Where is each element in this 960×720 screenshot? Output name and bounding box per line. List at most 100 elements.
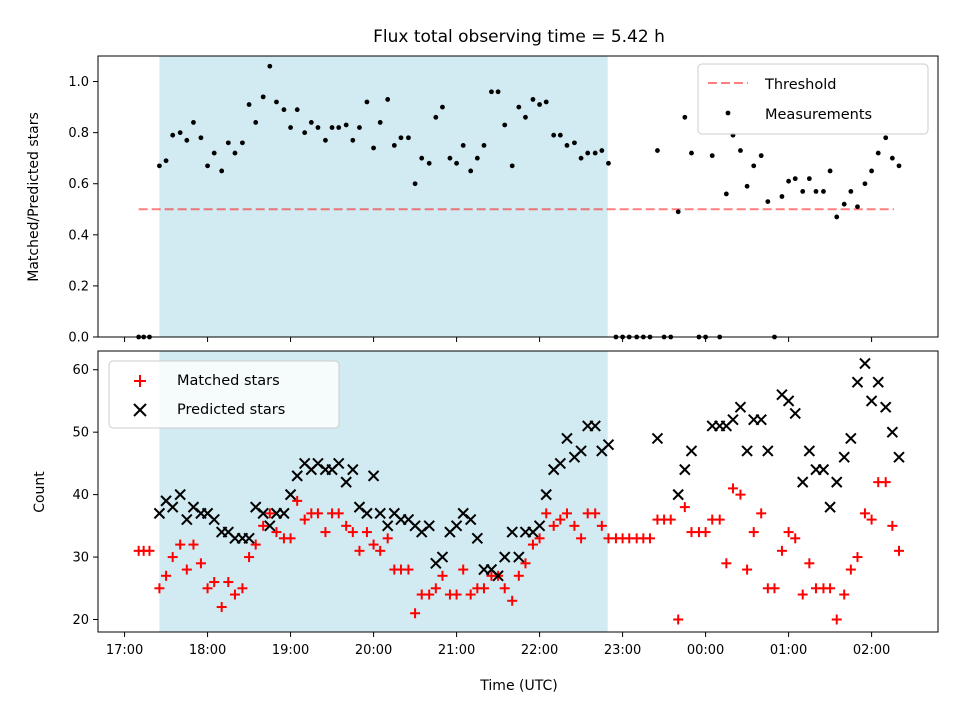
measurement-point [419, 155, 425, 161]
matched-point [202, 583, 213, 594]
matched-point [513, 570, 524, 581]
matched-point [866, 514, 877, 525]
predicted-point [886, 426, 899, 438]
matched-point [673, 614, 684, 625]
measurement-point [509, 163, 515, 169]
predicted-point [789, 407, 801, 420]
measurement-point [758, 153, 764, 159]
matched-point [576, 533, 587, 544]
measurement-point [709, 153, 715, 159]
predicted-point [755, 413, 767, 426]
predicted-point [471, 532, 484, 545]
measurement-point [433, 114, 439, 120]
predicted-point [851, 376, 864, 388]
bottom-x-axis: 17:00 18:00 19:00 20:00 21:00 22:00 23:00 00:00… [106, 632, 890, 658]
measurement-point [198, 135, 204, 141]
predicted-point [679, 463, 691, 476]
measurement-point [889, 155, 895, 161]
measurement-point [564, 143, 570, 148]
predicted-point [672, 488, 684, 501]
predicted-point [554, 457, 567, 470]
measurement-point [240, 140, 245, 146]
x-tick-label: 01:00 [770, 643, 807, 658]
measurement-point [682, 114, 688, 120]
matched-point [893, 545, 904, 556]
bottom-axes-frame [97, 350, 939, 633]
measurement-point [792, 176, 798, 182]
y-tick-label: 40 [72, 488, 89, 503]
predicted-point [264, 520, 276, 532]
measurement-point [578, 155, 584, 161]
measurement-point [834, 214, 840, 220]
matched-point [424, 589, 435, 600]
matched-point [756, 508, 767, 519]
x-tick-label: 21:00 [438, 643, 475, 658]
legend-predicted-swatch [133, 403, 147, 417]
matched-point [368, 539, 379, 550]
top-shaded-span [159, 56, 608, 337]
measurement-point [523, 114, 528, 120]
matched-point [299, 514, 310, 525]
matched-point [590, 508, 601, 519]
measurement-point [813, 188, 819, 194]
predicted-point [741, 445, 753, 457]
measurement-point [460, 143, 466, 148]
matched-point [700, 527, 711, 538]
predicted-point [278, 507, 290, 520]
predicted-point [602, 438, 615, 451]
measurement-point [447, 155, 453, 161]
matched-point [859, 508, 870, 519]
measurement-point [426, 160, 432, 166]
y-tick-label: 0.8 [68, 126, 89, 141]
measurement-point [723, 191, 729, 197]
measurement-point [689, 150, 694, 156]
measurement-point [170, 132, 176, 138]
matched-point [679, 502, 690, 513]
y-tick-label: 60 [72, 363, 89, 378]
measurement-point [481, 143, 487, 148]
matched-point [244, 552, 255, 563]
measurement-point [765, 199, 771, 205]
measurement-point [800, 188, 806, 194]
matched-point [161, 570, 172, 581]
y-tick-label: 0.2 [68, 279, 89, 294]
measurement-point [412, 181, 418, 187]
matched-point [735, 489, 746, 500]
matched-point [144, 545, 155, 556]
matched-point [839, 589, 850, 600]
measurement-point [371, 145, 376, 151]
measurement-point [599, 148, 605, 153]
matched-point [167, 552, 178, 563]
x-axis-label: Time (UTC) [479, 678, 557, 694]
measurement-point [454, 160, 459, 166]
measurement-point [219, 168, 225, 174]
x-tick-label: 20:00 [355, 643, 392, 658]
matched-point [721, 558, 732, 569]
matched-point [333, 508, 344, 519]
top-y-axis: 0.0 0.2 0.4 0.6 0.8 1.0 [68, 75, 98, 346]
measurement-point [391, 143, 397, 148]
predicted-point [333, 457, 345, 470]
matched-point [361, 527, 372, 538]
measurement-point [827, 168, 833, 174]
matched-point [714, 514, 725, 525]
predicted-point [506, 526, 518, 538]
matched-point [825, 583, 836, 594]
matched-point [596, 520, 607, 531]
matched-point [665, 514, 676, 525]
matched-point [499, 583, 510, 594]
matched-point [375, 545, 386, 556]
top-legend-box [697, 63, 929, 135]
legend-matched-swatch [134, 375, 146, 387]
predicted-point [727, 413, 739, 426]
top-x-ticks [124, 337, 873, 342]
measurement-point [869, 168, 874, 174]
matched-point [430, 583, 441, 594]
matched-stars-series [133, 477, 904, 625]
predicted-point [589, 420, 601, 432]
measurement-point [474, 155, 480, 161]
matched-point [541, 508, 552, 519]
y-tick-label: 0.0 [68, 331, 89, 346]
matched-point [312, 508, 323, 519]
matched-point [561, 508, 572, 519]
